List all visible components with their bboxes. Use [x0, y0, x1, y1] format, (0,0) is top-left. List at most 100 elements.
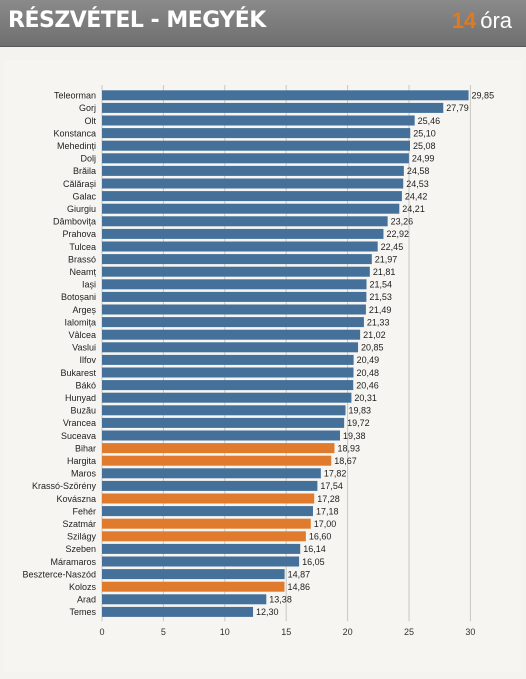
category-label: Konstanca — [53, 128, 96, 138]
bar — [102, 506, 313, 517]
bar — [102, 241, 378, 252]
category-label: Suceava — [61, 431, 96, 441]
bar — [102, 594, 267, 605]
bar — [102, 480, 318, 491]
category-label: Dolj — [80, 154, 96, 164]
bar — [102, 342, 359, 353]
bar — [102, 140, 410, 151]
bar — [102, 203, 400, 214]
category-label: Tulcea — [69, 242, 96, 252]
category-label: Mehedinți — [57, 141, 96, 151]
bar — [102, 153, 409, 164]
data-label: 19,83 — [349, 406, 372, 416]
category-label: Máramaros — [50, 557, 96, 567]
data-label: 20,49 — [357, 355, 380, 365]
data-label: 24,58 — [407, 166, 430, 176]
page-title: RÉSZVÉTEL - MEGYÉK — [8, 8, 266, 33]
data-label: 20,48 — [356, 368, 379, 378]
data-label: 29,85 — [472, 91, 495, 101]
data-label: 16,05 — [302, 557, 325, 567]
data-label: 21,02 — [363, 330, 386, 340]
category-label: Brassó — [68, 254, 96, 264]
data-label: 12,30 — [256, 607, 279, 617]
data-label: 17,82 — [324, 469, 347, 479]
data-label: 17,00 — [314, 519, 337, 529]
time-unit: óra — [480, 8, 512, 33]
x-tick-label: 5 — [161, 627, 166, 637]
bar — [102, 128, 411, 139]
category-label: Argeș — [72, 305, 96, 315]
data-label: 17,54 — [320, 481, 343, 491]
bar — [102, 90, 469, 101]
data-label: 18,93 — [337, 443, 360, 453]
data-label: 20,85 — [361, 343, 384, 353]
bar — [102, 518, 311, 529]
data-label: 23,26 — [391, 217, 414, 227]
bar — [102, 581, 285, 592]
x-tick-label: 20 — [343, 627, 353, 637]
category-label: Arad — [77, 595, 96, 605]
bar — [102, 569, 285, 580]
category-label: Vâlcea — [68, 330, 96, 340]
data-label: 24,42 — [405, 191, 428, 201]
category-label: Beszterce-Naszód — [22, 569, 96, 579]
bar — [102, 443, 335, 454]
data-label: 16,14 — [303, 544, 326, 554]
x-tick-label: 25 — [404, 627, 414, 637]
bar — [102, 178, 404, 189]
time-value: 14 — [451, 8, 477, 33]
category-label: Szatmár — [62, 519, 96, 529]
bar — [102, 216, 388, 227]
category-label: Galac — [72, 191, 96, 201]
category-label: Olt — [84, 116, 96, 126]
bar — [102, 329, 361, 340]
category-label: Ilfov — [79, 355, 96, 365]
bar — [102, 115, 415, 126]
x-tick-label: 30 — [465, 627, 475, 637]
bar — [102, 405, 346, 416]
data-label: 25,10 — [413, 128, 436, 138]
header-bar: RÉSZVÉTEL - MEGYÉK 14 óra — [0, 0, 526, 47]
bar — [102, 228, 384, 239]
category-label: Iași — [82, 280, 96, 290]
category-label: Prahova — [62, 229, 96, 239]
bar — [102, 291, 367, 302]
bar — [102, 417, 345, 428]
category-label: Kovászna — [56, 494, 96, 504]
category-label: Bukarest — [60, 368, 96, 378]
category-label: Gorj — [79, 103, 96, 113]
category-label: Ialomița — [64, 317, 96, 327]
data-label: 19,38 — [343, 431, 366, 441]
category-label: Szeben — [65, 544, 96, 554]
category-label: Călărași — [63, 179, 96, 189]
data-label: 18,67 — [334, 456, 357, 466]
bar — [102, 304, 366, 315]
bar — [102, 556, 300, 567]
data-label: 20,46 — [356, 380, 379, 390]
category-label: Giurgiu — [67, 204, 96, 214]
category-label: Brăila — [73, 166, 96, 176]
category-label: Szilágy — [67, 532, 97, 542]
data-label: 20,31 — [354, 393, 377, 403]
bar — [102, 430, 340, 441]
bar — [102, 367, 354, 378]
bar — [102, 317, 364, 328]
category-label: Hargita — [67, 456, 96, 466]
data-label: 17,28 — [317, 494, 340, 504]
category-label: Neamț — [69, 267, 96, 277]
chart-panel: 0 5 10 15 20 25 30 Teleorman 29,85 Gorj 27,79 Olt 25… — [4, 60, 522, 672]
bar — [102, 354, 354, 365]
data-label: 21,97 — [375, 254, 398, 264]
bar — [102, 392, 352, 403]
category-label: Temes — [69, 607, 96, 617]
data-label: 27,79 — [446, 103, 469, 113]
data-label: 16,60 — [309, 532, 332, 542]
data-label: 14,86 — [287, 582, 310, 592]
category-label: Kolozs — [69, 582, 97, 592]
x-tick-label: 0 — [99, 627, 104, 637]
x-tick-label: 15 — [281, 627, 291, 637]
category-label: Teleorman — [54, 91, 96, 101]
data-label: 21,53 — [369, 292, 392, 302]
bar — [102, 455, 332, 466]
data-label: 24,99 — [412, 154, 435, 164]
